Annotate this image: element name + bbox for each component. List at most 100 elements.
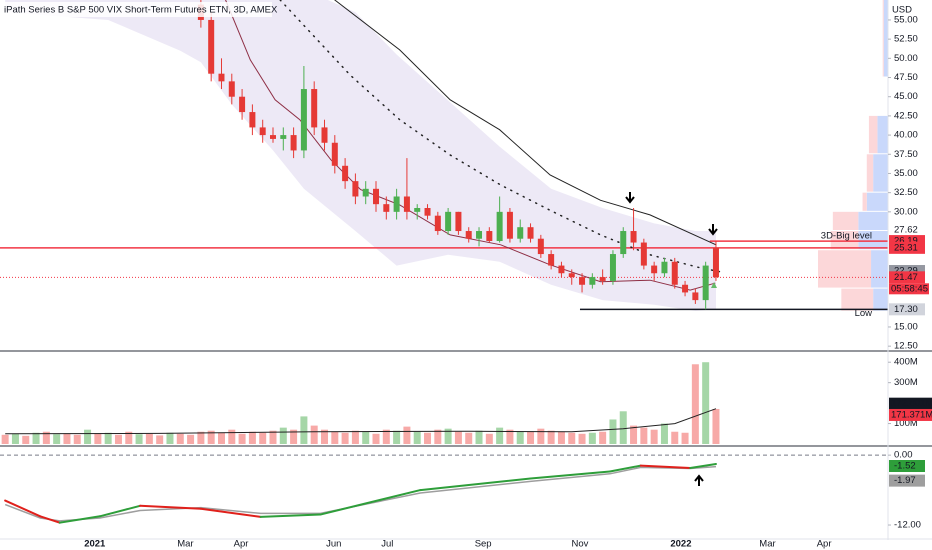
y-tick-label: 15.00 [894, 321, 918, 332]
candle-body [321, 127, 328, 143]
candle-body [393, 196, 400, 212]
candle-body [249, 112, 256, 128]
volume-bar [269, 430, 277, 444]
volume-bar [238, 433, 246, 444]
volume-bar [22, 435, 30, 444]
candle-body [537, 238, 544, 255]
profile-down [866, 154, 874, 192]
signal-triangle [711, 282, 717, 288]
volume-bar [156, 435, 164, 444]
price-pane: 3D-Big level Low [0, 0, 888, 319]
macd-segment [4, 499, 42, 518]
price-label: 21.47 [894, 272, 918, 283]
profile-up [883, 0, 888, 77]
profile-down [868, 115, 878, 154]
volume-bar [104, 432, 112, 444]
candle-body [403, 196, 410, 212]
y-tick-label: 37.50 [894, 149, 918, 160]
volume-bar [382, 429, 390, 444]
profile-down [862, 192, 867, 211]
volume-bar [691, 364, 699, 444]
candle-body [300, 89, 307, 151]
volume-bar [588, 432, 596, 444]
candle-body [548, 254, 555, 266]
y-tick-label: -12.00 [894, 520, 921, 531]
volume-bar [207, 430, 215, 444]
volume-bar [125, 431, 133, 444]
volume-bar [424, 432, 432, 444]
currency: USD [892, 5, 912, 16]
volume-bar [660, 423, 668, 444]
price-label: 25.31 [894, 242, 918, 253]
volume-bar [403, 426, 411, 444]
volume-bar [568, 432, 576, 444]
x-tick-label: Jun [326, 539, 341, 550]
profile-down [882, 0, 884, 77]
profile-down [841, 288, 874, 311]
candle-body [702, 265, 709, 301]
x-tick-label: Mar [759, 539, 775, 550]
volume-bar [11, 433, 19, 444]
candle-body [218, 73, 225, 82]
price-label: 17.30 [894, 304, 918, 315]
volume-bar [465, 432, 473, 444]
volume-bar [527, 431, 535, 444]
y-tick-label: 32.50 [894, 187, 918, 198]
volume-bar [640, 427, 648, 444]
volume-bar [650, 429, 658, 444]
candle-body [208, 19, 215, 74]
profile-up [871, 250, 888, 288]
candle-body [630, 231, 637, 243]
candle-body [362, 188, 369, 197]
profile-down [832, 211, 859, 231]
volume-bar [454, 431, 462, 444]
volume-bar [248, 431, 256, 444]
candle-body [579, 277, 586, 285]
volume-bar [84, 429, 92, 444]
candle-body [434, 215, 441, 232]
volume-bar [681, 432, 689, 444]
macd-label: -1.52 [894, 461, 916, 472]
y-tick-label: 300M [894, 377, 918, 388]
y-tick-label: 42.50 [894, 110, 918, 121]
volume-bar [362, 431, 370, 444]
macd-segment [39, 515, 61, 524]
volume-bar [94, 433, 102, 444]
macd-label: -1.97 [894, 475, 916, 486]
candle-body [599, 277, 606, 281]
countdown: 05:58:45 [891, 283, 928, 294]
price-label: 26.19 [894, 236, 918, 247]
level-label: 3D-Big level [821, 231, 872, 242]
profile-down [818, 250, 872, 288]
candle-body [661, 261, 668, 274]
candle-body [352, 181, 359, 197]
volume-bar [279, 427, 287, 444]
candle-body [342, 165, 349, 182]
candle-body [269, 135, 276, 139]
price-label-box [889, 271, 925, 284]
arrow-up [694, 474, 704, 486]
candle-body [445, 211, 452, 232]
volume-bar [63, 433, 71, 444]
volume-bar [413, 431, 421, 444]
y-tick-label: 12.50 [894, 341, 918, 352]
candle-body [496, 211, 503, 242]
x-tick-label: Mar [177, 539, 193, 550]
candle-body [568, 273, 575, 278]
macd-segment [139, 504, 202, 510]
profile-up [873, 288, 888, 311]
volume-bar [578, 433, 586, 444]
macd-segment [319, 489, 422, 516]
volume-bar [619, 411, 627, 444]
volume-bar [393, 430, 401, 444]
volume-bar [321, 429, 329, 444]
volume-bar [53, 434, 61, 444]
x-tick-label: Nov [572, 539, 589, 550]
volume-bar [444, 428, 452, 444]
candle-body [476, 231, 483, 239]
volume-label-box [889, 408, 932, 421]
macd-segment [689, 463, 717, 469]
y-tick-label: 35.00 [894, 168, 918, 179]
profile-up [866, 192, 888, 211]
